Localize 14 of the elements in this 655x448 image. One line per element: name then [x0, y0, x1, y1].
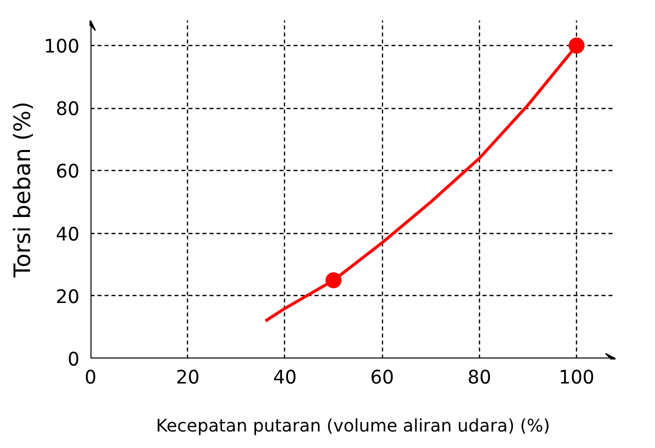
y-tick-label: 20 [56, 286, 80, 308]
x-tick-label: 80 [468, 368, 492, 388]
x-tick-label: 60 [370, 368, 394, 388]
y-tick-label: 100 [44, 36, 80, 58]
y-tick-label: 0 [68, 350, 80, 370]
x-tick-label: 0 [84, 368, 96, 388]
y-tick-label: 40 [56, 224, 80, 246]
y-tick-label: 60 [56, 162, 80, 183]
y-tick-label: 80 [56, 99, 80, 120]
x-tick-label: 20 [176, 368, 200, 388]
y-axis-title: Torsi beban (%) [10, 102, 36, 278]
x-tick-label: 40 [273, 368, 297, 388]
x-axis-title: Kecepatan putaran (volume aliran udara) (%) [156, 416, 550, 436]
x-tick-label: 100 [558, 368, 594, 388]
